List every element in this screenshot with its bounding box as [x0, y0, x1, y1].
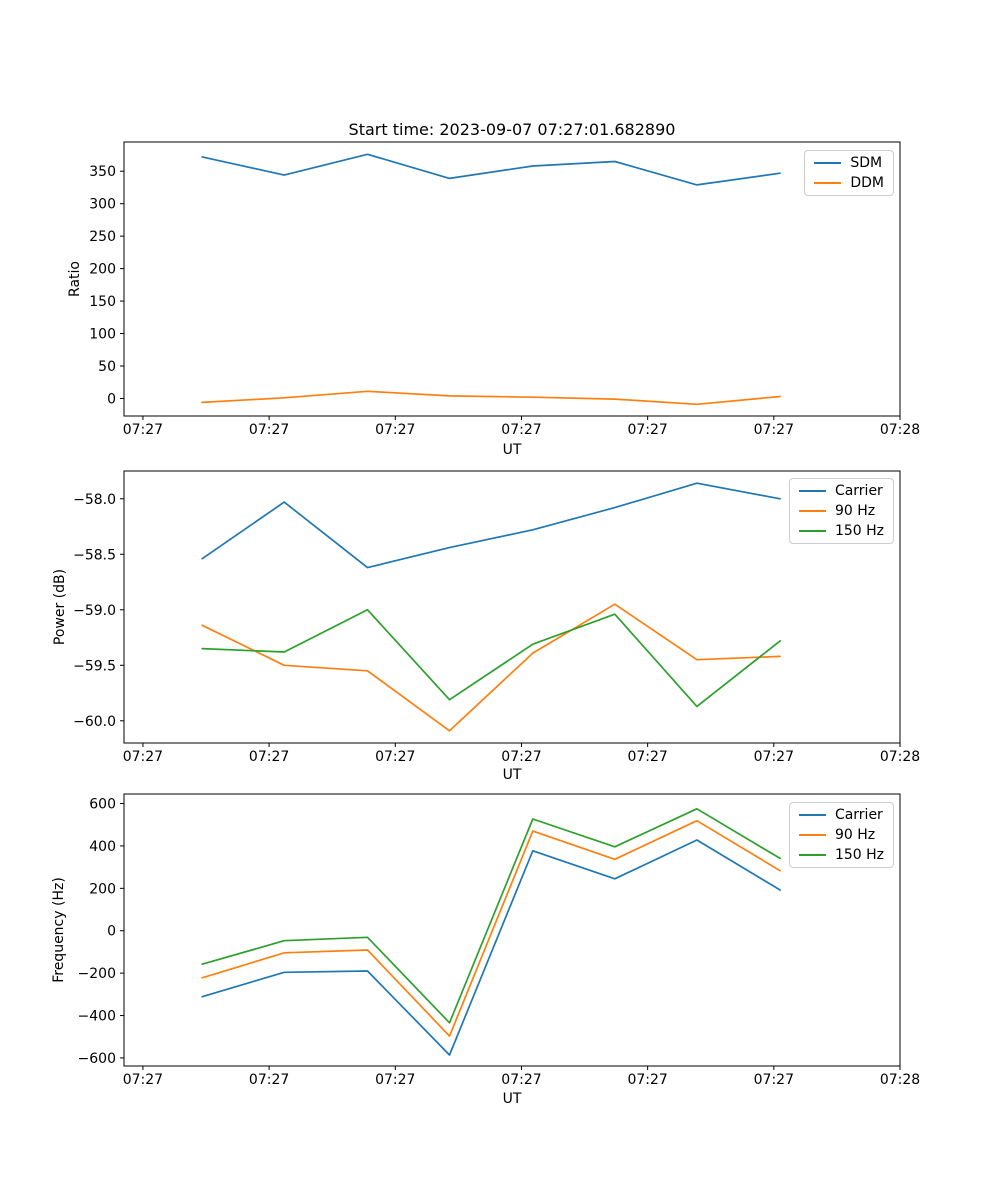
x-tick-label: 07:28 — [880, 749, 920, 765]
y-tick-label: 200 — [89, 881, 116, 897]
legend-label: 150 Hz — [834, 523, 884, 540]
x-tick-label: 07:27 — [249, 422, 289, 438]
axes-frame — [123, 470, 901, 744]
y-tick-label: 50 — [98, 359, 116, 375]
x-axis-label-ut-bottom: UT — [502, 1091, 522, 1107]
legend-item-150-hz: 150 Hz — [798, 847, 884, 864]
legend-label: 90 Hz — [834, 503, 876, 520]
x-tick-label: 07:27 — [123, 749, 163, 765]
y-tick-label: −59.5 — [73, 658, 116, 674]
x-tick-label: 07:27 — [123, 422, 163, 438]
y-tick-label: 0 — [107, 924, 116, 940]
figure-title: Start time: 2023-09-07 07:27:01.682890 — [348, 120, 676, 139]
legend-item-ddm: DDM — [814, 175, 884, 191]
x-tick-label: 07:27 — [375, 1072, 415, 1088]
carrier-line-swatch — [798, 490, 826, 493]
150-hz-line-swatch — [798, 854, 826, 857]
x-tick-label: 07:27 — [754, 749, 794, 765]
legend-item-carrier: Carrier — [798, 483, 884, 499]
y-tick-label: 100 — [89, 327, 116, 343]
x-axis-label-ut-middle: UT — [502, 767, 522, 783]
carrier-line-plot1 — [201, 482, 781, 569]
y-tick-label: 400 — [89, 839, 116, 855]
legend-item-90-hz: 90 Hz — [798, 503, 884, 520]
x-tick-label: 07:27 — [754, 422, 794, 438]
y-tick-label: −400 — [78, 1009, 116, 1025]
axes-frame — [123, 793, 901, 1067]
y-tick-label: 150 — [89, 294, 116, 310]
90-hz-line-swatch — [798, 510, 826, 513]
y-axis-label-ratio: Ratio — [67, 261, 83, 297]
y-tick-label: 250 — [89, 229, 116, 245]
x-tick-label: 07:28 — [880, 1072, 920, 1088]
x-tick-label: 07:27 — [249, 1072, 289, 1088]
x-tick-label: 07:27 — [249, 749, 289, 765]
y-tick-label: −58.5 — [73, 547, 116, 563]
y-tick-label: 300 — [89, 197, 116, 213]
legend-label: Carrier — [834, 483, 883, 499]
ddm-line-swatch — [814, 182, 842, 185]
x-tick-label: 07:27 — [501, 749, 541, 765]
legend-item-sdm: SDM — [814, 155, 884, 171]
x-tick-label: 07:27 — [501, 422, 541, 438]
x-tick-label: 07:27 — [375, 749, 415, 765]
sdm-line-swatch — [814, 162, 842, 165]
carrier-line-swatch — [798, 814, 826, 817]
150-hz-line-swatch — [798, 530, 826, 533]
y-tick-label: −200 — [78, 966, 116, 982]
90-hz-line-plot2 — [201, 819, 781, 1037]
y-tick-label: 200 — [89, 262, 116, 278]
legend-label: DDM — [850, 175, 884, 192]
y-tick-label: 600 — [89, 797, 116, 813]
legend-item-carrier: Carrier — [798, 807, 884, 823]
150-hz-line-plot1 — [201, 608, 781, 708]
150-hz-line-plot2 — [201, 807, 781, 1024]
y-tick-label: −60.0 — [73, 714, 116, 730]
carrier-line-plot2 — [201, 839, 781, 1056]
y-tick-label: 350 — [89, 164, 116, 180]
x-tick-label: 07:27 — [754, 1072, 794, 1088]
y-tick-label: 0 — [107, 391, 116, 407]
legend-power: Carrier 90 Hz 150 Hz — [788, 478, 894, 545]
x-tick-label: 07:27 — [123, 1072, 163, 1088]
x-tick-label: 07:27 — [375, 422, 415, 438]
ddm-line-plot0 — [201, 390, 781, 406]
legend-label: 90 Hz — [834, 827, 876, 844]
x-tick-label: 07:28 — [880, 422, 920, 438]
x-tick-label: 07:27 — [501, 1072, 541, 1088]
legend-ratio: SDM DDM — [804, 150, 894, 197]
legend-label: Carrier — [834, 807, 883, 823]
x-tick-label: 07:27 — [627, 749, 667, 765]
90-hz-line-swatch — [798, 834, 826, 837]
y-tick-label: −58.0 — [73, 492, 116, 508]
y-axis-label-power: Power (dB) — [52, 568, 68, 646]
sdm-line-plot0 — [201, 153, 781, 186]
x-tick-label: 07:27 — [627, 1072, 667, 1088]
y-tick-label: −600 — [78, 1051, 116, 1067]
y-tick-label: −59.0 — [73, 603, 116, 619]
legend-item-150-hz: 150 Hz — [798, 523, 884, 540]
legend-label: 150 Hz — [834, 847, 884, 864]
x-axis-label-ut-top: UT — [502, 442, 522, 458]
90-hz-line-plot1 — [201, 603, 781, 732]
legend-item-90-hz: 90 Hz — [798, 827, 884, 844]
legend-label: SDM — [850, 155, 883, 171]
x-tick-label: 07:27 — [627, 422, 667, 438]
legend-frequency: Carrier 90 Hz 150 Hz — [788, 802, 894, 869]
y-axis-label-frequency: Frequency (Hz) — [51, 877, 67, 983]
axes-frame — [123, 141, 901, 417]
